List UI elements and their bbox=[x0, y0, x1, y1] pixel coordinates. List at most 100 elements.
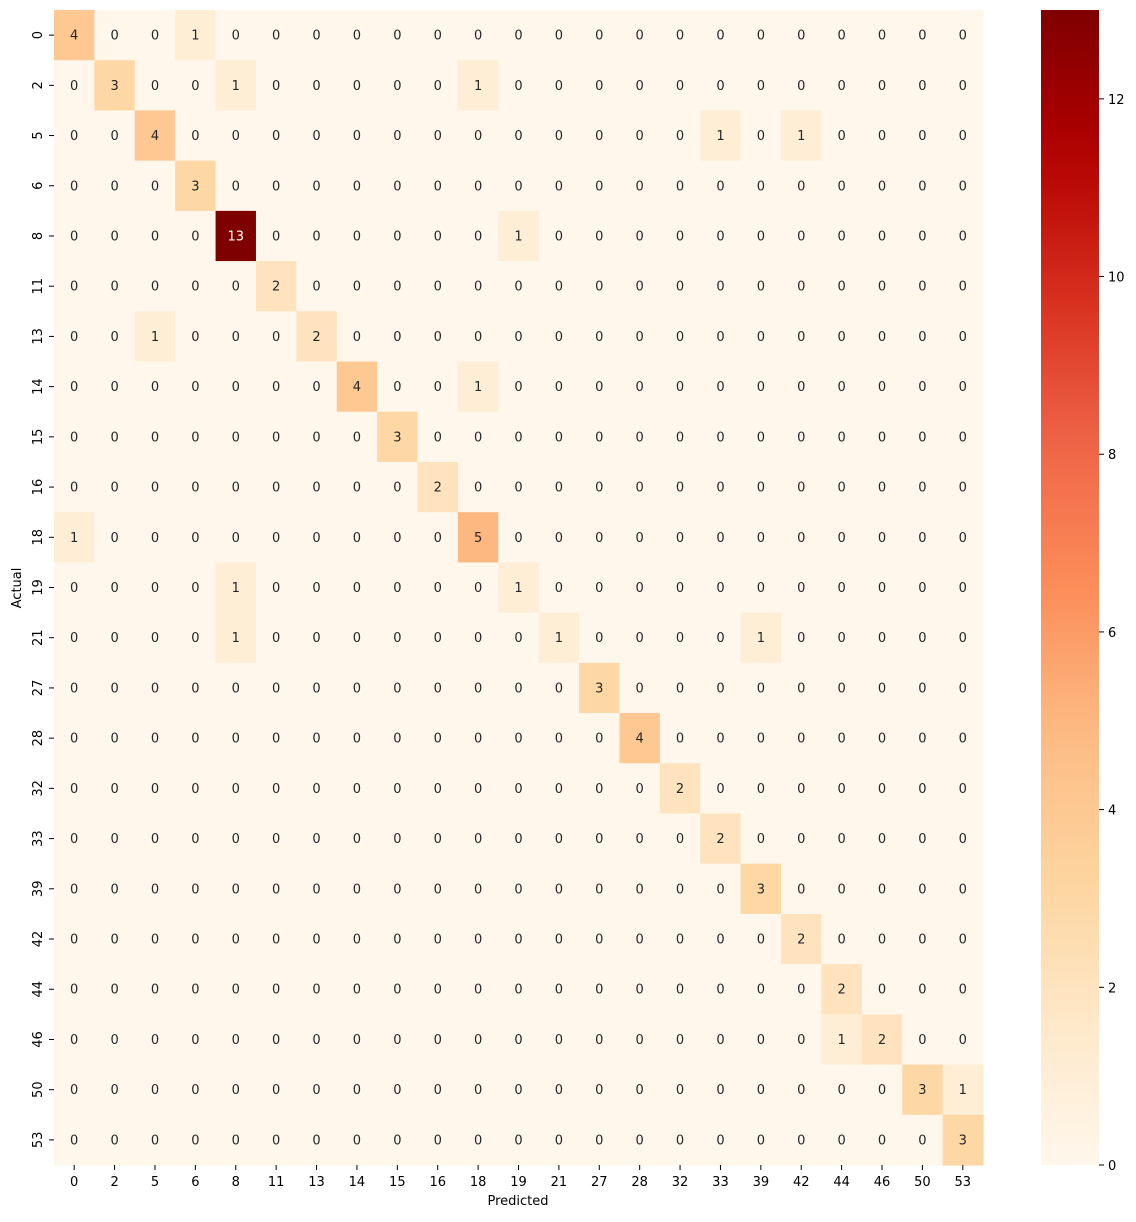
heatmap-cell-value: 0 bbox=[716, 430, 724, 445]
heatmap-cell-value: 0 bbox=[434, 983, 442, 998]
heatmap-cell-value: 0 bbox=[797, 1133, 805, 1148]
heatmap-cell bbox=[619, 713, 661, 764]
heatmap-cell bbox=[296, 863, 338, 915]
heatmap-cell bbox=[417, 662, 459, 714]
heatmap-cell bbox=[175, 763, 217, 815]
heatmap-cell-value: 1 bbox=[474, 380, 482, 395]
heatmap-cell bbox=[861, 461, 903, 513]
heatmap-cell-value: 0 bbox=[110, 229, 118, 244]
heatmap-cell bbox=[54, 60, 95, 112]
heatmap-cell-value: 0 bbox=[151, 179, 159, 194]
heatmap-cell-value: 0 bbox=[474, 782, 482, 797]
y-axis-label: Actual bbox=[10, 568, 25, 609]
heatmap-cell bbox=[861, 562, 903, 614]
heatmap-cell-value: 0 bbox=[434, 1083, 442, 1098]
colorbar-tick-label: 12 bbox=[1108, 93, 1125, 108]
heatmap-cell-value: 3 bbox=[959, 1133, 967, 1148]
heatmap-cell-value: 0 bbox=[918, 782, 926, 797]
heatmap-cell-value: 0 bbox=[676, 983, 684, 998]
heatmap-cell bbox=[781, 562, 823, 614]
heatmap-cell bbox=[538, 461, 580, 513]
heatmap-cell bbox=[54, 210, 95, 262]
heatmap-cell bbox=[902, 763, 944, 815]
heatmap-cell bbox=[215, 1114, 257, 1166]
heatmap-cell-value: 0 bbox=[353, 179, 361, 194]
heatmap-cell-value: 0 bbox=[393, 380, 401, 395]
heatmap-cell-value: 0 bbox=[393, 229, 401, 244]
heatmap-cell-value: 1 bbox=[514, 581, 522, 596]
heatmap-cell bbox=[215, 411, 257, 463]
heatmap-cell-value: 0 bbox=[918, 631, 926, 646]
heatmap-cell-value: 0 bbox=[959, 380, 967, 395]
heatmap-cell bbox=[296, 361, 338, 413]
heatmap-cell bbox=[175, 913, 217, 965]
heatmap-cell bbox=[94, 512, 136, 563]
heatmap-cell bbox=[417, 1064, 459, 1116]
heatmap-cell bbox=[417, 361, 459, 413]
heatmap-cell bbox=[740, 512, 782, 563]
heatmap-cell-value: 0 bbox=[514, 380, 522, 395]
heatmap-cell bbox=[377, 361, 419, 413]
heatmap-cell-value: 0 bbox=[636, 280, 644, 295]
heatmap-cell bbox=[215, 713, 257, 764]
colorbar-tick-label: 4 bbox=[1108, 804, 1116, 819]
x-tick-label: 14 bbox=[349, 1175, 366, 1190]
heatmap-cell bbox=[659, 1014, 701, 1066]
heatmap-cell-value: 0 bbox=[151, 280, 159, 295]
heatmap-cell bbox=[215, 210, 257, 262]
heatmap-cell-value: 0 bbox=[434, 581, 442, 596]
heatmap-cell bbox=[296, 210, 338, 262]
heatmap-cell bbox=[255, 10, 297, 61]
heatmap-cell-value: 0 bbox=[110, 933, 118, 948]
heatmap-cell-value: 0 bbox=[70, 330, 78, 345]
heatmap-cell-value: 0 bbox=[151, 1083, 159, 1098]
heatmap-cell-value: 0 bbox=[878, 832, 886, 847]
heatmap-cell bbox=[700, 964, 742, 1015]
heatmap-cell-value: 0 bbox=[272, 330, 280, 345]
heatmap-cell-value: 0 bbox=[676, 229, 684, 244]
heatmap-cell-value: 0 bbox=[878, 581, 886, 596]
heatmap-cell bbox=[659, 512, 701, 563]
heatmap-cell-value: 0 bbox=[514, 1033, 522, 1048]
x-tick-label: 15 bbox=[389, 1175, 406, 1190]
heatmap-cell bbox=[377, 612, 419, 664]
heatmap-cell bbox=[659, 60, 701, 112]
y-tick-label: 53 bbox=[31, 1132, 46, 1149]
heatmap-cell bbox=[377, 662, 419, 714]
heatmap-cell-value: 0 bbox=[393, 581, 401, 596]
heatmap-cell-value: 0 bbox=[878, 983, 886, 998]
heatmap-cell bbox=[619, 964, 661, 1015]
heatmap-cell bbox=[377, 411, 419, 463]
heatmap-cell-value: 3 bbox=[757, 882, 765, 897]
heatmap-cell-value: 1 bbox=[474, 79, 482, 94]
heatmap-cell-value: 0 bbox=[393, 280, 401, 295]
heatmap-cell-value: 0 bbox=[959, 29, 967, 44]
heatmap-cell bbox=[861, 110, 903, 162]
heatmap-cell bbox=[255, 361, 297, 413]
heatmap-cell bbox=[619, 512, 661, 563]
colorbar-tick-label: 2 bbox=[1108, 981, 1116, 996]
colorbar-tick-label: 6 bbox=[1108, 626, 1116, 641]
heatmap-cell-value: 0 bbox=[716, 1083, 724, 1098]
heatmap-cell bbox=[134, 461, 176, 513]
heatmap-cell bbox=[215, 512, 257, 563]
heatmap-cell bbox=[54, 461, 95, 513]
heatmap-cell-value: 0 bbox=[232, 330, 240, 345]
heatmap-cell bbox=[902, 311, 944, 363]
heatmap-cell bbox=[457, 813, 499, 865]
heatmap-cell bbox=[336, 411, 378, 463]
heatmap-cell-value: 0 bbox=[757, 29, 765, 44]
heatmap-cell bbox=[579, 110, 621, 162]
heatmap-cell-value: 0 bbox=[151, 531, 159, 546]
heatmap-cell bbox=[902, 964, 944, 1015]
heatmap-cell-value: 0 bbox=[757, 129, 765, 144]
heatmap-cell-value: 0 bbox=[595, 1083, 603, 1098]
heatmap-cell bbox=[94, 964, 136, 1015]
heatmap-cell bbox=[619, 160, 661, 212]
y-tick-label: 32 bbox=[31, 780, 46, 797]
heatmap-cell bbox=[821, 562, 863, 614]
heatmap-cell-value: 0 bbox=[595, 531, 603, 546]
heatmap-cell-value: 0 bbox=[837, 280, 845, 295]
heatmap-cell-value: 0 bbox=[353, 581, 361, 596]
heatmap-cell-value: 0 bbox=[555, 933, 563, 948]
